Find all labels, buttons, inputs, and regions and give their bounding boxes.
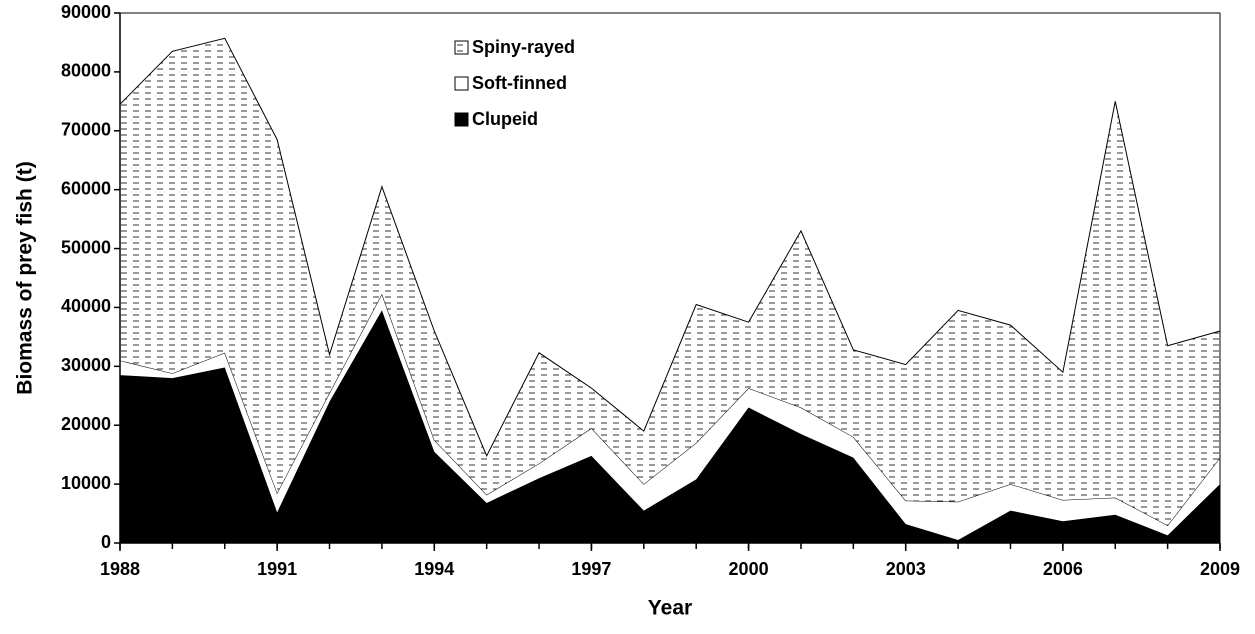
y-tick-label: 60000 <box>61 178 111 198</box>
legend-label: Clupeid <box>472 109 538 129</box>
x-tick-label: 1991 <box>257 559 297 579</box>
y-axis-title: Biomass of prey fish (t) <box>14 161 37 394</box>
y-tick-label: 40000 <box>61 296 111 316</box>
y-tick-label: 90000 <box>61 2 111 22</box>
area-fill <box>120 293 1220 541</box>
x-tick-label: 2003 <box>886 559 926 579</box>
x-tick-label: 1997 <box>571 559 611 579</box>
area-fill <box>120 310 1220 543</box>
y-tick-label: 30000 <box>61 355 111 375</box>
legend-label: Soft-finned <box>472 73 567 93</box>
y-tick-label: 10000 <box>61 473 111 493</box>
x-tick-label: 2006 <box>1043 559 1083 579</box>
x-axis-title: Year <box>648 597 692 620</box>
y-tick-label: 20000 <box>61 414 111 434</box>
y-tick-label: 70000 <box>61 120 111 140</box>
y-tick-label: 80000 <box>61 61 111 81</box>
x-tick-label: 2009 <box>1200 559 1240 579</box>
legend-label: Spiny-rayed <box>472 37 575 57</box>
legend-swatch <box>454 112 469 127</box>
x-tick-label: 1994 <box>414 559 454 579</box>
area-fill <box>120 38 1220 526</box>
area-edge <box>119 37 1221 458</box>
y-tick-label: 50000 <box>61 237 111 257</box>
x-tick-label: 2000 <box>729 559 769 579</box>
y-tick-label: 0 <box>101 532 111 552</box>
x-tick-label: 1988 <box>100 559 140 579</box>
legend-swatch <box>454 76 469 91</box>
legend-swatch <box>454 40 469 55</box>
